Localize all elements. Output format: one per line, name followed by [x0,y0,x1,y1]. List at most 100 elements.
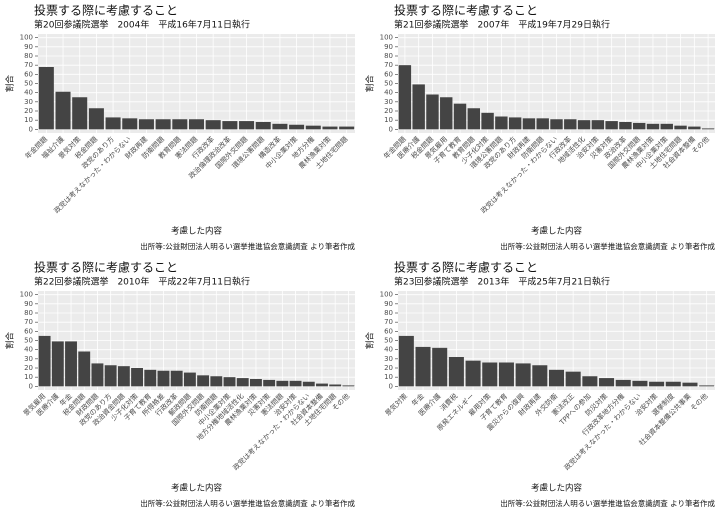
caption: 出所等:公益財団法人明るい選挙推進協会意識調査 より筆者作成 [500,241,715,251]
bar [481,112,494,130]
bar [289,380,302,387]
bar [632,122,646,130]
bar [701,128,715,130]
y-axis-title: 割合 [365,332,376,350]
bar [122,118,138,130]
bar [582,376,598,387]
bar [448,357,464,387]
bar [615,379,631,387]
bar [646,123,660,130]
bar [138,119,154,130]
bar [465,360,481,387]
bar [688,126,701,130]
bar [91,363,104,387]
bar [398,335,414,387]
y-tick-label: 50 [24,337,33,345]
y-tick-label: 80 [384,52,393,60]
bar [305,125,321,130]
bar [78,351,91,387]
y-tick-label: 90 [24,300,33,308]
bar [605,121,618,130]
y-tick-label: 20 [24,107,33,115]
y-tick-label: 40 [24,89,33,97]
chart-subtitle: 第23回参議院選挙 2013年 平成25年7月21日執行 [394,276,610,288]
y-tick-label: 10 [384,373,393,381]
bar [467,108,481,130]
bar [440,97,453,130]
y-axis-title: 割合 [5,332,16,350]
bar [495,116,508,130]
bar [289,124,305,130]
x-axis-title: 考慮した内容 [171,483,223,494]
bar [548,369,565,387]
bar [699,385,715,387]
bar [550,119,563,130]
y-tick-label: 0 [29,382,33,390]
y-tick-label: 100 [380,291,393,299]
bar [38,67,54,130]
bar [564,119,577,130]
caption: 出所等:公益財団法人明るい選挙推進協会意識調査 より筆者作成 [140,498,355,508]
bar [398,65,412,130]
bar [117,366,130,387]
bar [210,376,223,387]
y-tick-label: 80 [24,309,33,317]
bar [172,119,188,130]
bar [316,383,328,387]
bar [415,346,431,387]
bar [674,125,687,130]
y-axis-title: 割合 [365,75,376,93]
y-tick-label: 90 [384,43,393,51]
y-axis-title: 割合 [5,75,16,93]
bar [453,103,467,130]
y-tick-label: 60 [384,70,393,78]
y-tick-label: 60 [24,70,33,78]
bar [223,377,236,387]
bar [482,362,498,387]
chart-subtitle: 第21回参議院選挙 2007年 平成19年7月29日執行 [394,19,610,31]
bar [188,119,205,130]
bar [339,126,355,130]
y-tick-label: 30 [384,355,393,363]
y-tick-label: 70 [384,318,393,326]
bar [249,379,262,387]
chart-title: 投票する際に考慮すること [34,260,178,275]
bar [276,380,289,387]
y-tick-label: 20 [24,364,33,372]
bar [144,369,157,387]
y-tick-label: 30 [24,355,33,363]
y-tick-label: 100 [20,291,33,299]
bar [65,341,77,387]
y-tick-label: 10 [384,116,393,124]
y-tick-label: 80 [24,52,33,60]
y-tick-label: 0 [389,125,393,133]
bar [131,368,144,387]
bar [599,378,615,387]
bar [565,371,581,387]
bar [183,372,196,387]
y-tick-label: 50 [24,80,33,88]
bar [682,382,698,387]
y-tick-label: 0 [29,125,33,133]
bar [508,117,522,130]
bar [51,341,64,387]
bar [515,363,531,387]
bar [255,122,271,130]
bar [88,108,104,130]
bar [302,381,315,387]
bar [329,384,342,387]
bar [426,94,439,130]
bar [536,118,549,130]
bar [498,362,514,387]
bar [157,370,170,387]
bar [632,380,648,387]
bar [72,97,88,130]
bar [665,381,681,387]
bar [272,123,288,130]
y-tick-label: 90 [384,300,393,308]
bar [342,385,355,387]
y-tick-label: 100 [20,34,33,42]
